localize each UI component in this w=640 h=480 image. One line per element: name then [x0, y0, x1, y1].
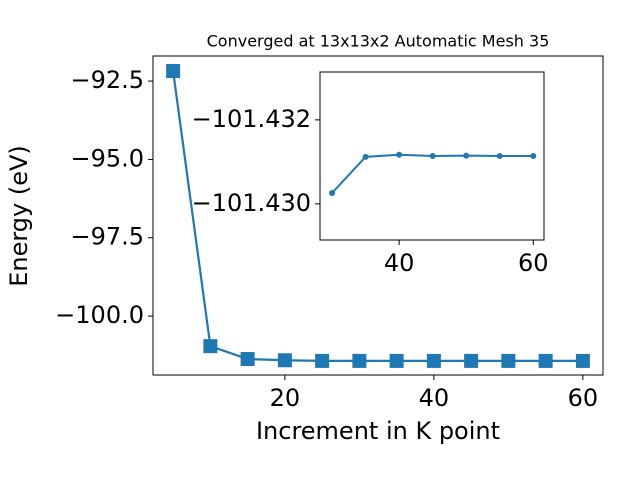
y-tick-label: −95.0: [70, 144, 144, 172]
marker: [575, 353, 590, 368]
y-tick-label: −101.432: [192, 105, 311, 133]
marker: [352, 353, 367, 368]
marker: [329, 189, 336, 196]
x-tick-label: 20: [270, 384, 301, 412]
x-tick-label: 40: [384, 249, 415, 277]
marker: [315, 353, 330, 368]
marker: [463, 152, 470, 159]
marker: [396, 151, 403, 158]
marker: [530, 153, 537, 159]
y-tick-label: −97.5: [70, 223, 144, 251]
x-tick-label: 60: [568, 384, 599, 412]
x-axis-label: Increment in K point: [256, 417, 500, 445]
marker: [240, 352, 255, 367]
marker: [429, 153, 436, 159]
y-tick-label: −101.430: [192, 189, 311, 217]
y-tick-label: −100.0: [55, 301, 144, 329]
y-tick-label: −92.5: [70, 66, 144, 94]
axes-frame: [319, 71, 545, 241]
marker: [464, 353, 479, 368]
marker: [362, 153, 369, 160]
marker: [538, 353, 553, 368]
marker: [203, 339, 218, 354]
marker: [501, 353, 516, 368]
y-axis-label: Energy (eV): [5, 145, 33, 287]
marker: [166, 64, 181, 79]
marker: [496, 153, 503, 159]
chart-title: Converged at 13x13x2 Automatic Mesh 35: [207, 32, 550, 51]
marker: [277, 353, 292, 368]
marker: [389, 353, 404, 368]
x-tick-label: 60: [518, 249, 549, 277]
axes-frame: [152, 55, 604, 376]
marker: [426, 353, 441, 368]
x-tick-label: 40: [419, 384, 450, 412]
